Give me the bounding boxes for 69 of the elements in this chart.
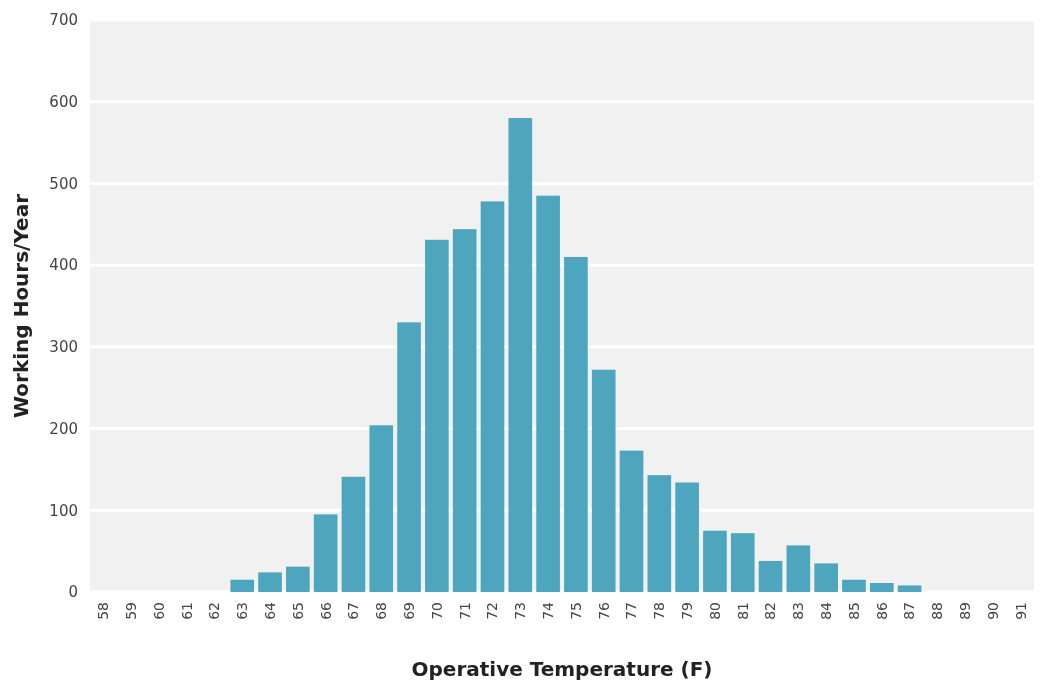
- bar: [758, 560, 783, 592]
- bar: [730, 533, 755, 592]
- x-tick-label: 91: [1012, 602, 1029, 620]
- bar: [869, 583, 894, 592]
- y-tick-label: 400: [49, 256, 78, 275]
- bar: [591, 369, 616, 592]
- x-tick-label: 63: [234, 602, 251, 620]
- x-tick-label: 88: [929, 602, 946, 620]
- bar: [313, 514, 338, 592]
- bar: [897, 585, 922, 592]
- bar: [842, 579, 866, 592]
- bar: [675, 482, 699, 592]
- bar: [647, 475, 672, 592]
- x-tick-label: 65: [289, 602, 306, 620]
- x-tick-label: 66: [317, 601, 334, 620]
- x-tick-label: 76: [595, 601, 612, 620]
- x-tick-label: 90: [984, 602, 1001, 620]
- x-tick-label: 84: [818, 601, 835, 620]
- y-axis-title: Working Hours/Year: [9, 193, 33, 418]
- x-tick-label: 67: [345, 602, 362, 620]
- x-tick-label: 59: [122, 602, 139, 620]
- bar: [564, 256, 588, 592]
- y-tick-label: 700: [49, 11, 78, 30]
- x-tick-label: 87: [901, 602, 918, 620]
- x-tick-label: 62: [206, 602, 223, 620]
- x-tick-label: 86: [873, 601, 890, 620]
- bar: [258, 572, 282, 592]
- bar: [786, 545, 811, 592]
- x-tick-label: 71: [456, 602, 473, 620]
- bar: [452, 229, 477, 592]
- x-tick-label: 73: [512, 602, 529, 620]
- bar: [286, 566, 310, 592]
- x-tick-label: 68: [373, 602, 390, 620]
- x-tick-label: 81: [734, 602, 751, 620]
- x-tick-label: 80: [706, 602, 723, 620]
- x-axis-title: Operative Temperature (F): [411, 657, 713, 681]
- x-tick-label: 58: [95, 602, 112, 620]
- x-tick-label: 72: [484, 602, 501, 620]
- bar: [397, 322, 421, 592]
- bar: [425, 239, 449, 592]
- x-tick-label: 61: [178, 602, 195, 620]
- x-tick-label: 77: [623, 602, 640, 620]
- bar: [536, 195, 560, 592]
- bar: [230, 579, 255, 592]
- x-tick-label: 60: [150, 602, 167, 620]
- bar: [814, 563, 838, 592]
- y-tick-label: 300: [49, 338, 78, 357]
- bar: [619, 450, 644, 592]
- x-tick-label: 79: [679, 602, 696, 620]
- y-tick-label: 500: [49, 174, 78, 193]
- x-tick-label: 82: [762, 602, 779, 620]
- x-tick-label: 78: [651, 602, 668, 620]
- bar: [703, 530, 727, 592]
- bar: [508, 118, 533, 592]
- bar: [369, 425, 394, 592]
- y-tick-label: 200: [49, 419, 78, 438]
- x-tick-label: 64: [261, 601, 278, 620]
- y-tick-label: 100: [49, 501, 78, 520]
- x-tick-label: 70: [428, 602, 445, 620]
- y-tick-label: 600: [49, 92, 78, 111]
- x-tick-label: 83: [790, 602, 807, 620]
- y-tick-label: 0: [68, 583, 78, 602]
- x-tick-label: 74: [540, 601, 556, 620]
- bar: [480, 201, 505, 592]
- x-tick-label: 69: [400, 602, 417, 620]
- x-tick-label: 89: [957, 602, 974, 620]
- x-tick-label: 75: [567, 602, 584, 620]
- x-tick-label: 85: [845, 602, 862, 620]
- bar: [341, 476, 366, 592]
